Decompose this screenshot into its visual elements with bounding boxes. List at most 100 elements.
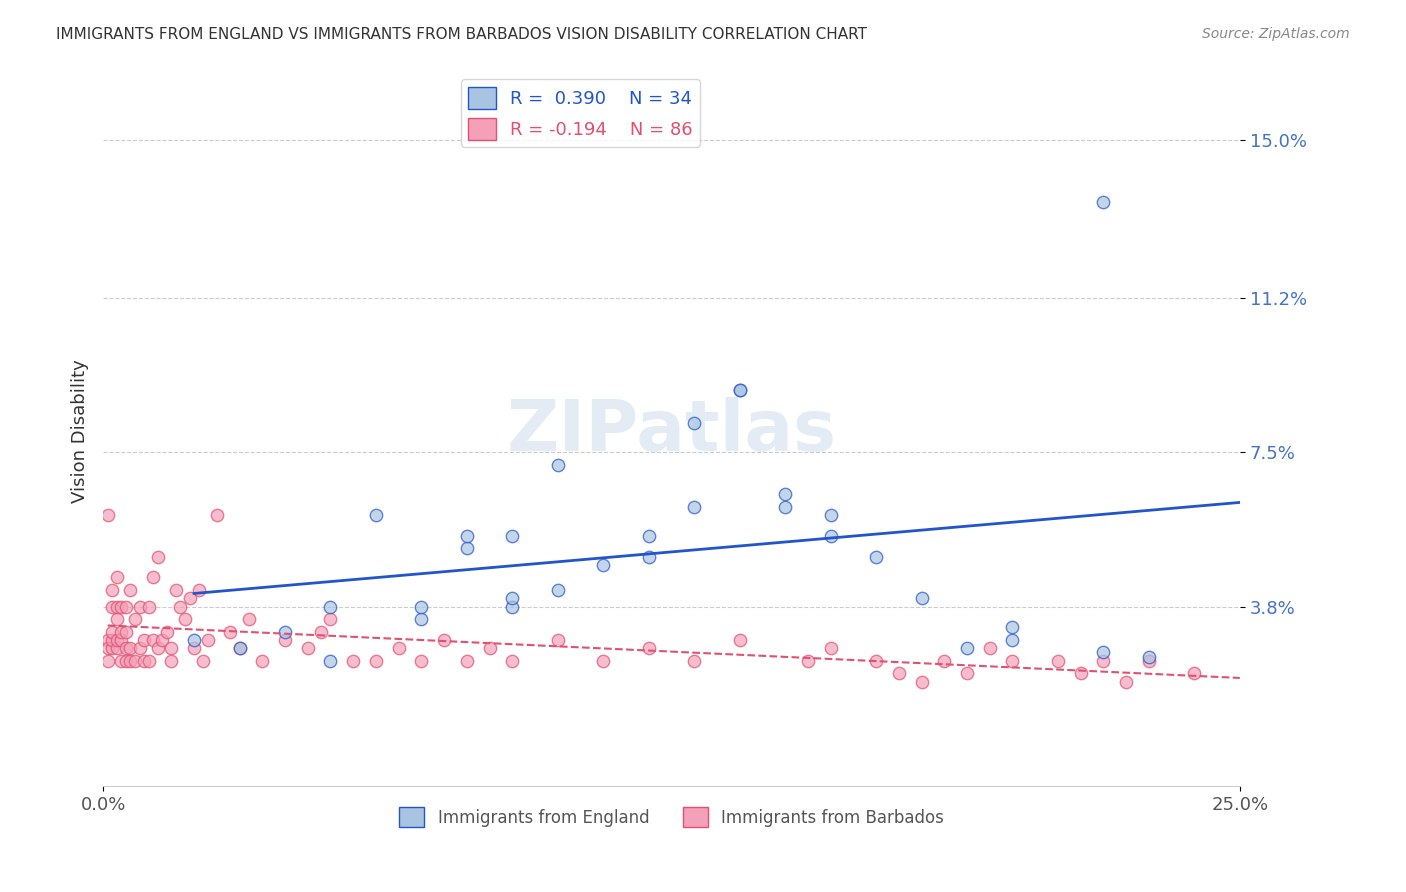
Point bbox=[1001, 632, 1024, 647]
Point bbox=[105, 599, 128, 614]
Point bbox=[592, 558, 614, 572]
Point bbox=[183, 632, 205, 647]
Point bbox=[728, 383, 751, 397]
Point bbox=[146, 641, 169, 656]
Point bbox=[956, 641, 979, 656]
Point bbox=[174, 612, 197, 626]
Point bbox=[1070, 666, 1092, 681]
Point bbox=[1092, 654, 1115, 668]
Point bbox=[105, 641, 128, 656]
Point bbox=[169, 599, 191, 614]
Point bbox=[183, 641, 205, 656]
Point bbox=[124, 654, 146, 668]
Point bbox=[115, 599, 138, 614]
Point bbox=[956, 666, 979, 681]
Point bbox=[228, 641, 250, 656]
Point bbox=[165, 582, 187, 597]
Point bbox=[1001, 620, 1024, 634]
Point bbox=[128, 641, 150, 656]
Point bbox=[105, 632, 128, 647]
Point bbox=[1115, 674, 1137, 689]
Point bbox=[433, 632, 456, 647]
Point bbox=[478, 641, 501, 656]
Point bbox=[97, 508, 120, 522]
Point bbox=[110, 632, 132, 647]
Point bbox=[797, 654, 820, 668]
Point bbox=[592, 654, 614, 668]
Point bbox=[683, 654, 706, 668]
Point bbox=[1137, 649, 1160, 664]
Point bbox=[637, 529, 659, 543]
Point bbox=[228, 641, 250, 656]
Point bbox=[934, 654, 956, 668]
Point bbox=[411, 599, 433, 614]
Point bbox=[728, 383, 751, 397]
Point bbox=[101, 641, 124, 656]
Point bbox=[142, 570, 165, 584]
Point bbox=[820, 641, 842, 656]
Point bbox=[1001, 654, 1024, 668]
Point bbox=[120, 582, 142, 597]
Point bbox=[128, 599, 150, 614]
Point bbox=[156, 624, 179, 639]
Point bbox=[146, 549, 169, 564]
Point bbox=[820, 529, 842, 543]
Point bbox=[1137, 654, 1160, 668]
Point bbox=[319, 612, 342, 626]
Point bbox=[160, 654, 183, 668]
Point bbox=[311, 624, 333, 639]
Point bbox=[124, 612, 146, 626]
Point bbox=[142, 632, 165, 647]
Point bbox=[728, 632, 751, 647]
Point bbox=[501, 591, 523, 606]
Point bbox=[773, 487, 796, 501]
Point bbox=[683, 500, 706, 514]
Point bbox=[197, 632, 219, 647]
Text: IMMIGRANTS FROM ENGLAND VS IMMIGRANTS FROM BARBADOS VISION DISABILITY CORRELATIO: IMMIGRANTS FROM ENGLAND VS IMMIGRANTS FR… bbox=[56, 27, 868, 42]
Point bbox=[110, 654, 132, 668]
Point bbox=[179, 591, 201, 606]
Point bbox=[683, 417, 706, 431]
Point bbox=[191, 654, 214, 668]
Point bbox=[547, 582, 569, 597]
Point bbox=[456, 541, 478, 556]
Y-axis label: Vision Disability: Vision Disability bbox=[72, 359, 89, 503]
Point bbox=[219, 624, 242, 639]
Point bbox=[132, 654, 155, 668]
Point bbox=[101, 624, 124, 639]
Point bbox=[205, 508, 228, 522]
Point bbox=[865, 654, 887, 668]
Point bbox=[1092, 645, 1115, 659]
Point bbox=[1182, 666, 1205, 681]
Point bbox=[274, 624, 297, 639]
Point bbox=[138, 654, 160, 668]
Point bbox=[820, 508, 842, 522]
Point bbox=[115, 641, 138, 656]
Point bbox=[773, 500, 796, 514]
Point bbox=[138, 599, 160, 614]
Point bbox=[411, 612, 433, 626]
Point bbox=[97, 641, 120, 656]
Point bbox=[1092, 195, 1115, 210]
Point bbox=[274, 632, 297, 647]
Point bbox=[319, 599, 342, 614]
Point bbox=[364, 508, 387, 522]
Point bbox=[637, 549, 659, 564]
Point bbox=[150, 632, 173, 647]
Point bbox=[105, 612, 128, 626]
Point bbox=[865, 549, 887, 564]
Point bbox=[547, 458, 569, 472]
Point bbox=[388, 641, 411, 656]
Point bbox=[101, 632, 124, 647]
Point bbox=[456, 529, 478, 543]
Point bbox=[364, 654, 387, 668]
Point bbox=[297, 641, 319, 656]
Point bbox=[110, 624, 132, 639]
Legend: Immigrants from England, Immigrants from Barbados: Immigrants from England, Immigrants from… bbox=[392, 800, 950, 834]
Point bbox=[910, 591, 932, 606]
Point bbox=[120, 654, 142, 668]
Point bbox=[252, 654, 274, 668]
Point bbox=[110, 599, 132, 614]
Point bbox=[115, 654, 138, 668]
Point bbox=[97, 632, 120, 647]
